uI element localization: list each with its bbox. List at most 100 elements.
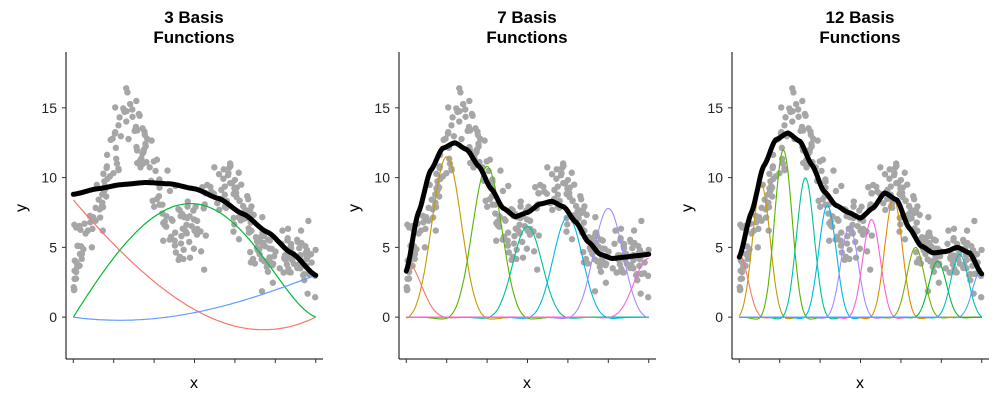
data-point [308,259,315,266]
data-point [71,257,78,264]
data-point [258,288,266,295]
data-point [123,118,130,125]
data-point [766,187,774,195]
data-point [100,170,107,178]
data-point [838,229,845,236]
data-point [456,118,463,125]
data-point [220,175,227,182]
data-point [433,170,440,178]
basis-function-curve [72,203,316,318]
data-point [868,190,875,197]
data-point [602,279,610,286]
data-point [535,232,543,239]
data-point [235,169,242,176]
data-point [72,275,80,282]
data-point [168,216,175,223]
data-point [492,210,499,217]
data-point [790,89,797,96]
data-point [142,140,149,147]
y-tick-labels: 0 5 10 15 [374,100,390,325]
data-point [863,248,871,255]
data-point [799,159,807,167]
data-point [186,213,193,220]
data-point [171,242,179,249]
y-tick-label: 10 [707,170,723,186]
data-point [551,186,558,194]
data-point [248,227,255,235]
y-tick-label: 5 [49,239,57,255]
data-point [905,202,913,210]
data-point [558,169,565,177]
data-point [532,184,539,191]
data-point [133,143,140,151]
data-point [808,140,815,147]
data-point [596,263,603,271]
data-point [211,164,218,171]
data-point [111,130,119,137]
data-point [304,253,311,260]
data-point [843,240,851,247]
data-point [882,206,889,214]
data-point [466,97,473,105]
data-point [404,286,411,293]
data-point [300,270,308,278]
data-point [298,239,305,247]
data-point [964,239,971,247]
data-point [197,248,205,255]
data-point [517,198,524,205]
data-point [755,225,762,233]
y-tick-label: 0 [382,309,390,325]
data-point [637,290,644,297]
data-point [281,255,288,262]
data-point [497,167,504,174]
data-point [101,178,108,185]
panel-title-line-2: Functions [486,28,567,47]
data-point [256,250,263,258]
data-point [815,197,822,205]
data-point [560,179,567,187]
data-point [166,187,174,195]
data-point [866,266,874,273]
data-point [269,279,277,286]
data-point [221,191,228,198]
data-point [296,244,303,252]
data-point [519,254,527,261]
data-point [113,155,120,162]
data-point [856,245,864,252]
data-point [564,221,571,228]
scatter-points [403,85,652,301]
y-axis-label: y [346,204,363,212]
data-point [519,238,526,246]
data-point [925,241,932,248]
data-point [826,237,833,244]
data-point [239,215,247,223]
data-point [493,237,500,244]
basis-function-curve [73,274,316,321]
data-point [591,288,599,295]
data-point [218,186,225,194]
data-point [92,204,99,212]
data-point [474,131,482,139]
data-point [569,197,576,204]
data-point [136,112,143,119]
data-point [179,210,186,218]
data-point [121,108,128,116]
data-point [942,265,949,272]
basis-function-curve [739,267,982,319]
data-point [421,244,429,251]
data-point [886,166,893,173]
data-point [580,219,587,226]
data-point [99,199,106,206]
y-axis-label: y [679,204,696,212]
data-point [184,203,191,210]
basis-curves [72,199,316,331]
data-point [776,170,783,177]
data-point [227,179,234,187]
data-point [473,148,480,156]
data-point [225,169,232,177]
data-point [469,112,476,119]
data-point [167,233,175,240]
data-point [644,294,652,301]
data-point [638,217,645,225]
data-point [150,203,158,210]
